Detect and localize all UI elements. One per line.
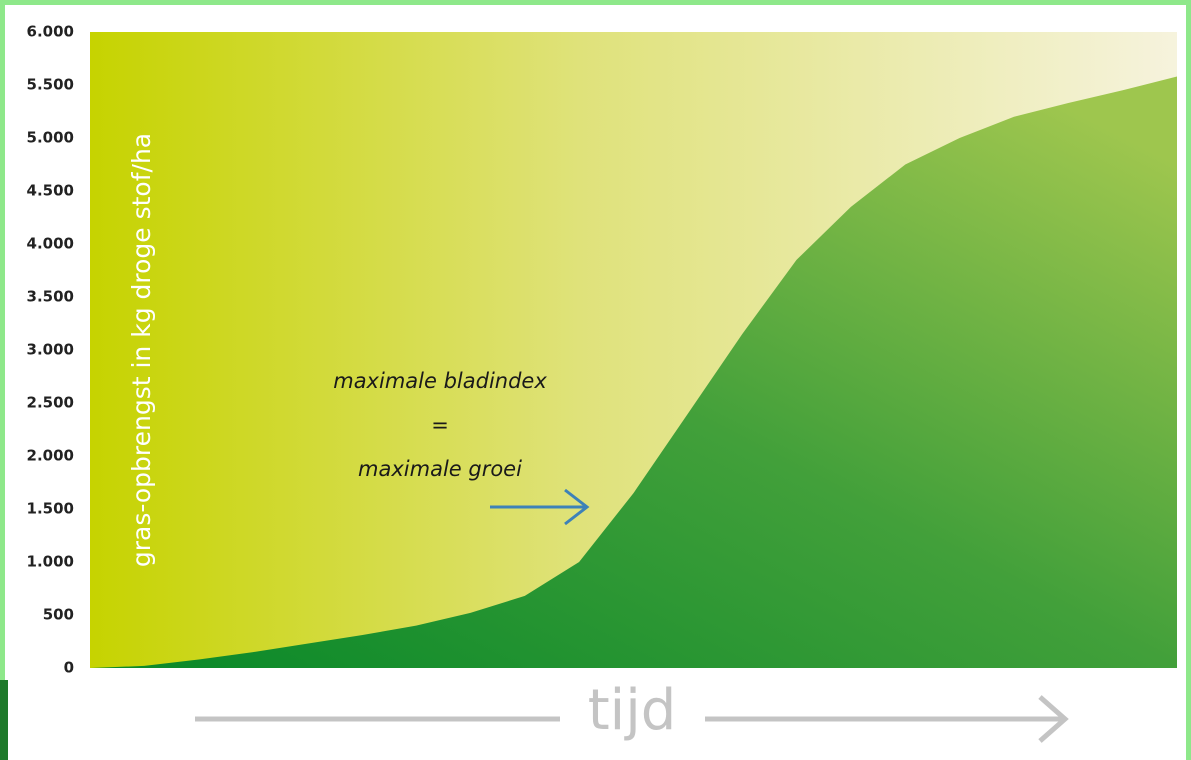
area [90, 76, 1177, 668]
y-tick-label: 1.500 [27, 500, 74, 518]
y-tick-label: 5.000 [27, 129, 74, 147]
y-tick-label: 4.500 [27, 182, 74, 200]
annotation: maximale bladindex [333, 369, 547, 393]
y-axis-label: gras-opbrengst in kg droge stof/ha [127, 133, 156, 567]
y-tick-label: 0 [64, 659, 74, 677]
y-tick-label: 5.500 [27, 76, 74, 94]
x-axis-label: tijd [588, 678, 677, 743]
y-tick-label: 3.500 [27, 288, 74, 306]
corner-block [0, 680, 8, 760]
frame-right [1186, 0, 1191, 760]
frame-top [0, 0, 1191, 5]
y-tick-label: 2.000 [27, 447, 74, 465]
y-tick-label: 4.000 [27, 235, 74, 253]
y-tick-label: 1.000 [27, 553, 74, 571]
x-axis-arrow [195, 695, 1069, 743]
frame-left [0, 0, 5, 760]
annotation: = [431, 413, 449, 437]
annotation-arrow [490, 488, 590, 526]
y-tick-label: 500 [43, 606, 74, 624]
y-tick-label: 6.000 [27, 23, 74, 41]
y-tick-label: 3.000 [27, 341, 74, 359]
annotation: maximale groei [358, 457, 522, 481]
y-tick-label: 2.500 [27, 394, 74, 412]
